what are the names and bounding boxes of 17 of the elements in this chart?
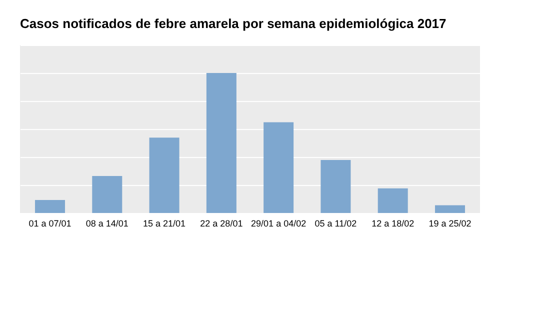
x-tick-label: 12 a 18/02 [372, 218, 414, 228]
x-tick-label: 22 a 28/01 [200, 218, 243, 228]
bar [149, 138, 180, 213]
x-tick-label: 15 a 21/01 [143, 218, 186, 228]
x-tick-label: 19 a 25/02 [428, 218, 472, 228]
bar [264, 122, 294, 213]
bar [435, 205, 465, 213]
bar [206, 73, 236, 213]
x-tick-label: 08 a 14/01 [86, 218, 128, 228]
bar [35, 200, 65, 213]
bar [320, 160, 351, 213]
x-tick-label: 29/01 a 04/02 [251, 218, 306, 228]
bar [378, 188, 408, 213]
x-tick-label: 05 a 11/02 [314, 218, 357, 228]
x-tick-label: 01 a 07/01 [28, 218, 72, 228]
chart-title: Casos notificados de febre amarela por semana epidemiológica 2017 [20, 16, 446, 31]
bar [92, 176, 122, 213]
